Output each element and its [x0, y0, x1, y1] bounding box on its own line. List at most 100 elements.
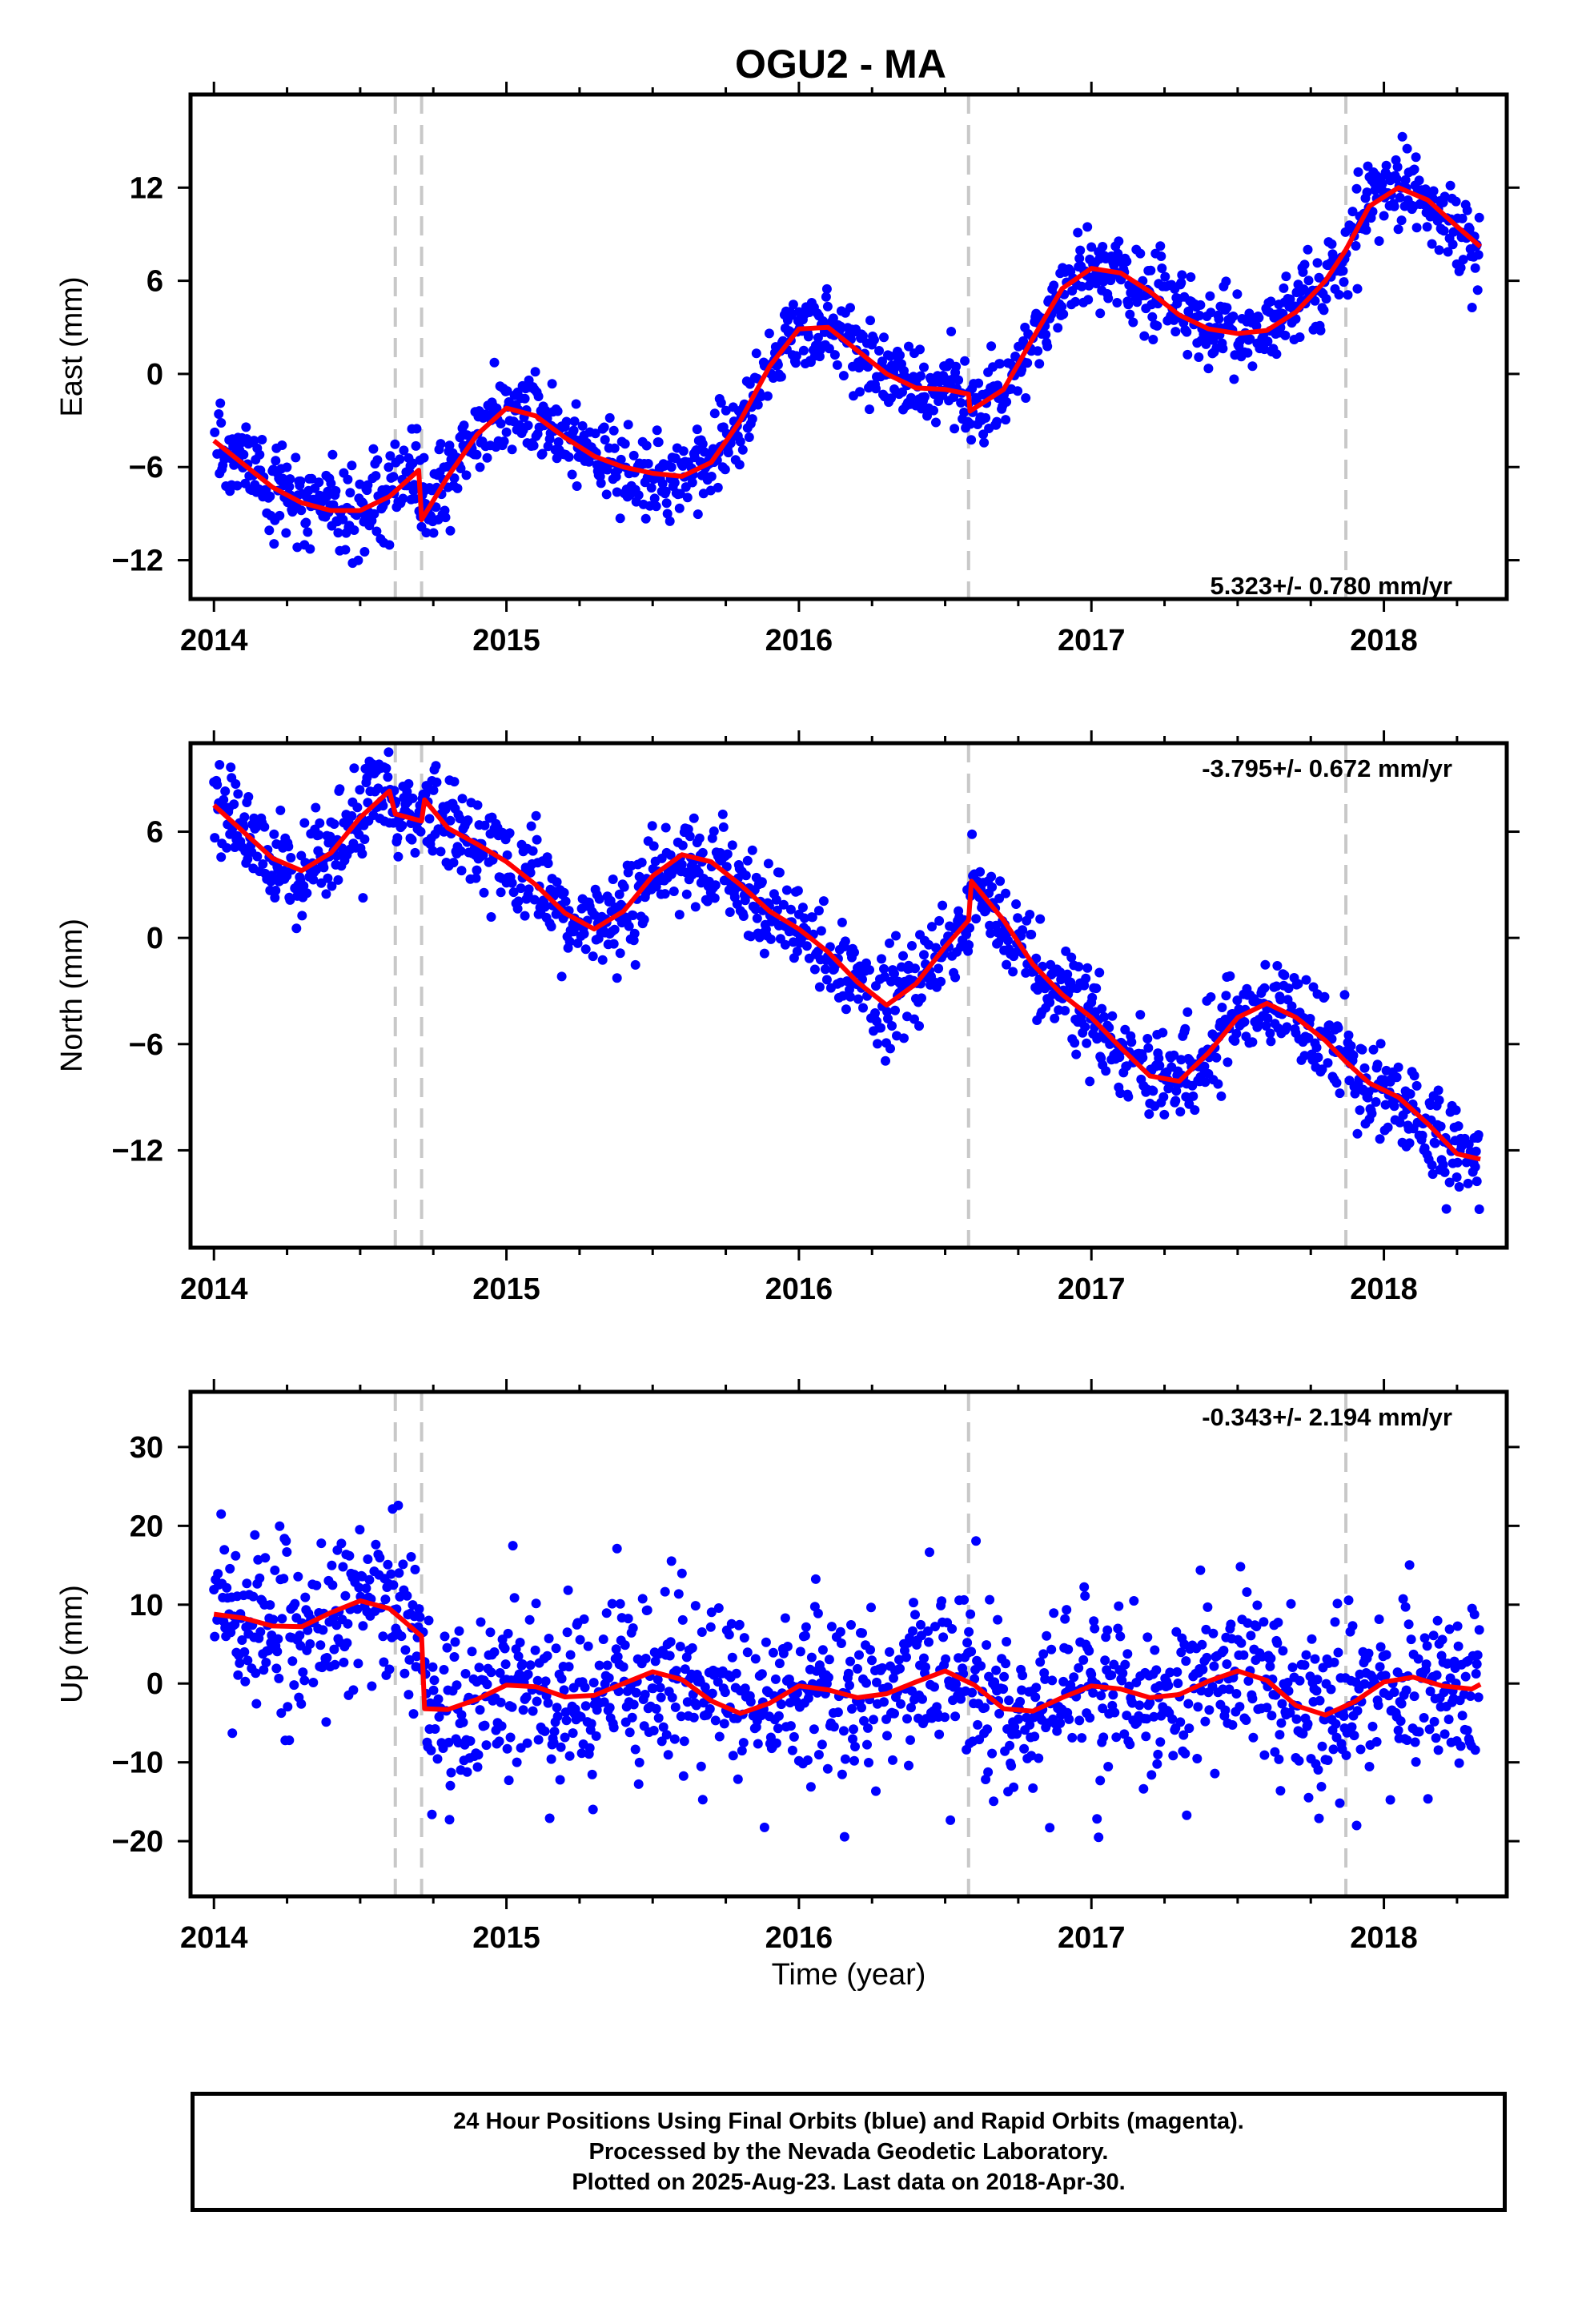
data-point: [440, 513, 451, 523]
data-point: [496, 1721, 507, 1731]
data-point: [1094, 967, 1105, 978]
data-point: [652, 425, 662, 436]
data-point: [486, 1667, 496, 1678]
data-point: [641, 440, 652, 451]
data-point: [492, 403, 502, 413]
data-point: [339, 1657, 349, 1667]
data-point: [661, 486, 671, 497]
data-point: [429, 1675, 440, 1686]
data-point: [1097, 1003, 1107, 1014]
data-point: [1074, 1663, 1084, 1673]
data-point: [330, 1659, 340, 1670]
data-point: [750, 1654, 761, 1664]
data-point: [1083, 295, 1094, 305]
caption-box: 24 Hour Positions Using Final Orbits (bl…: [191, 2092, 1507, 2212]
data-point: [564, 452, 574, 462]
data-point: [1285, 1707, 1295, 1718]
data-point: [865, 1645, 875, 1655]
data-point: [1456, 1741, 1466, 1751]
data-point: [993, 1614, 1003, 1625]
data-point: [675, 489, 685, 499]
data-point: [750, 904, 761, 915]
data-point: [618, 1662, 628, 1672]
data-point: [384, 540, 395, 550]
data-point: [1146, 1770, 1157, 1780]
data-point: [600, 435, 610, 445]
data-point: [1291, 314, 1301, 324]
data-point: [1247, 1037, 1258, 1047]
data-point: [631, 1687, 641, 1698]
data-point: [1077, 1733, 1087, 1743]
data-point: [853, 994, 863, 1004]
data-point: [432, 1754, 443, 1764]
data-point: [1375, 1642, 1386, 1652]
data-point: [273, 1634, 283, 1644]
data-point: [1211, 1052, 1222, 1063]
data-point: [363, 798, 373, 808]
data-point: [520, 393, 530, 404]
data-point: [298, 1667, 308, 1678]
data-point: [677, 859, 687, 870]
data-point: [947, 1624, 958, 1634]
data-point: [682, 1697, 693, 1707]
data-point: [858, 331, 868, 341]
data-point: [261, 1658, 271, 1667]
data-point: [1009, 1782, 1019, 1792]
data-point: [1231, 1028, 1242, 1039]
data-point: [1285, 294, 1295, 304]
data-point: [1295, 1675, 1305, 1686]
data-point: [302, 888, 312, 899]
data-point: [1474, 1625, 1484, 1635]
data-point: [521, 1692, 532, 1703]
data-point: [727, 1652, 737, 1663]
data-point: [1119, 1729, 1130, 1739]
data-point: [1148, 1086, 1158, 1096]
data-point: [1031, 1683, 1042, 1693]
data-point: [1245, 334, 1255, 344]
data-point: [1454, 1758, 1464, 1768]
data-point: [1031, 953, 1042, 963]
data-point: [501, 427, 512, 437]
data-point: [552, 1711, 563, 1722]
data-point: [807, 912, 817, 923]
data-point: [563, 1585, 573, 1595]
data-point: [314, 477, 324, 488]
data-point: [1100, 1655, 1110, 1666]
data-point: [1438, 1160, 1448, 1170]
data-point: [397, 820, 408, 830]
data-point: [1335, 1088, 1345, 1099]
data-point: [1248, 1732, 1259, 1743]
data-point: [282, 1547, 292, 1557]
data-point: [986, 928, 996, 939]
data-point: [863, 1723, 873, 1733]
data-point: [1152, 1759, 1162, 1769]
data-point: [269, 539, 279, 549]
data-point: [1457, 1711, 1468, 1721]
y-tick-label: 20: [130, 1510, 163, 1543]
data-point: [1381, 160, 1391, 171]
data-point: [1082, 963, 1093, 973]
data-point: [710, 1715, 721, 1726]
data-point: [1353, 167, 1363, 177]
data-point: [410, 847, 420, 858]
data-point: [1331, 1078, 1342, 1088]
data-point: [1398, 1594, 1408, 1604]
data-point: [778, 1648, 789, 1659]
data-point: [1273, 1618, 1283, 1627]
data-point: [1413, 1654, 1423, 1664]
data-point: [480, 1720, 490, 1731]
data-point: [1221, 276, 1231, 287]
data-point: [920, 392, 930, 402]
data-point: [1229, 374, 1239, 384]
data-point: [524, 884, 534, 895]
data-point: [1404, 1138, 1415, 1148]
data-point: [745, 1697, 756, 1707]
data-point: [1235, 1702, 1245, 1712]
data-point: [1243, 348, 1253, 358]
data-point: [375, 1553, 385, 1563]
data-point: [277, 1614, 287, 1624]
data-point: [1430, 1138, 1440, 1148]
data-point: [274, 1673, 284, 1683]
data-point: [1033, 346, 1043, 356]
data-point: [1351, 183, 1362, 194]
